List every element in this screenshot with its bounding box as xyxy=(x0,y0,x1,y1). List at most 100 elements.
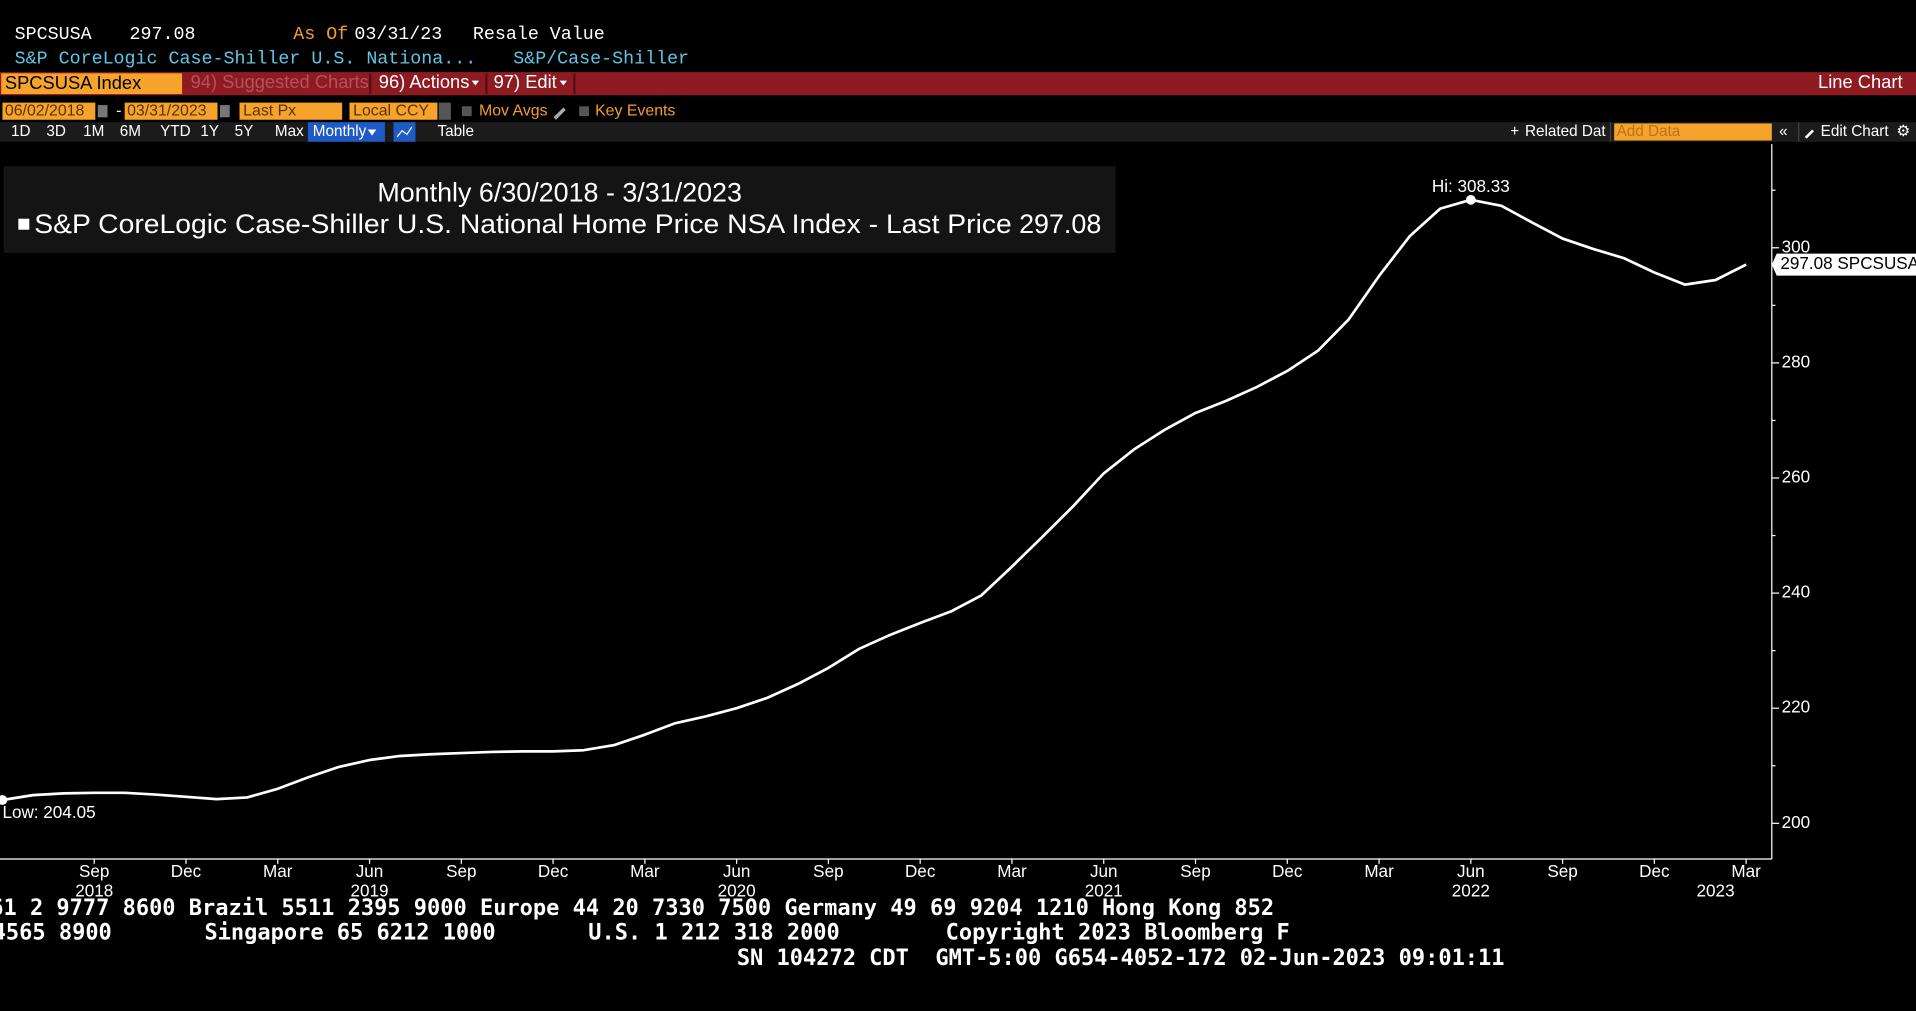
chart: Monthly 6/30/2018 - 3/31/2023 S&P CoreLo… xyxy=(0,144,1916,901)
end-date[interactable]: 03/31/2023 xyxy=(127,102,207,119)
x-tick-label: Mar xyxy=(1731,862,1761,881)
add-data-box[interactable] xyxy=(1614,123,1772,141)
footer-line: 61 2 9777 8600 Brazil 5511 2395 9000 Eur… xyxy=(0,896,1274,921)
start-date-box[interactable] xyxy=(2,102,96,120)
x-tick-label: Sep xyxy=(446,862,476,881)
y-tick-label: 240 xyxy=(1782,583,1811,602)
calendar-icon[interactable] xyxy=(219,105,230,118)
y-tick-label: 280 xyxy=(1782,352,1811,371)
settings[interactable]: ⚙ xyxy=(1896,123,1910,140)
edit-chart[interactable]: Edit Chart xyxy=(1821,123,1890,140)
x-tick-label: Mar xyxy=(263,862,293,881)
currency-dropdown[interactable] xyxy=(438,102,451,120)
period-button[interactable]: 1D xyxy=(11,123,31,140)
chart-title: Monthly 6/30/2018 - 3/31/2023 xyxy=(377,177,742,207)
dash: - xyxy=(116,102,121,119)
y-tick-label: 300 xyxy=(1782,237,1811,256)
add-data[interactable]: Add Data xyxy=(1617,123,1681,140)
x-tick-label: Dec xyxy=(1272,862,1303,881)
period-button[interactable]: 3D xyxy=(46,123,66,140)
period-button[interactable]: 1M xyxy=(83,123,104,140)
period-button[interactable]: 5Y xyxy=(235,123,254,140)
legend-box xyxy=(3,166,1116,253)
actions-menu[interactable]: 96) Actions xyxy=(379,71,470,92)
legend-entry: S&P CoreLogic Case-Shiller U.S. National… xyxy=(34,209,1012,239)
start-date[interactable]: 06/02/2018 xyxy=(5,102,85,119)
x-tick-label: Dec xyxy=(171,862,202,881)
mov-avgs[interactable]: Mov Avgs xyxy=(479,102,548,119)
security-name: S&P CoreLogic Case-Shiller U.S. Nationa.… xyxy=(15,48,477,69)
y-tick-label: 200 xyxy=(1782,813,1811,832)
x-tick-label: Jun xyxy=(1457,862,1485,881)
as-of-label: As Of xyxy=(293,24,348,45)
pencil-icon[interactable] xyxy=(553,107,566,120)
frequency-arrow xyxy=(367,129,377,136)
legend-swatch xyxy=(18,218,30,230)
high-marker xyxy=(1465,194,1476,205)
field-select[interactable]: Last Px xyxy=(243,102,296,119)
as-of-date: 03/31/23 xyxy=(354,24,442,45)
x-tick-label: Mar xyxy=(630,862,660,881)
collapse[interactable]: « xyxy=(1779,123,1788,140)
footer-line: 4565 8900 Singapore 65 6212 1000 U.S. 1 … xyxy=(0,921,1290,946)
x-tick-label: Sep xyxy=(79,862,109,881)
period-button[interactable]: Max xyxy=(275,123,304,140)
checkbox[interactable] xyxy=(461,106,472,117)
security-box[interactable] xyxy=(1,73,183,95)
field-name: Resale Value xyxy=(473,24,605,45)
related-data[interactable]: Related Dat xyxy=(1525,123,1606,140)
y-tick-label: 220 xyxy=(1782,698,1811,717)
frequency-button[interactable] xyxy=(307,122,385,142)
edit-menu[interactable]: 97) Edit xyxy=(494,71,557,92)
chart-icon xyxy=(396,126,413,138)
x-tick-label: Jun xyxy=(1090,862,1118,881)
y-tick-label: 260 xyxy=(1782,468,1811,487)
x-tick-label: Jun xyxy=(723,862,751,881)
menu-bar xyxy=(0,72,1916,96)
suggested-charts[interactable]: 94) Suggested Charts xyxy=(191,71,369,92)
checkbox[interactable] xyxy=(579,106,589,117)
calendar-icon[interactable] xyxy=(97,105,108,118)
x-tick-label: Dec xyxy=(538,862,569,881)
end-date-box[interactable] xyxy=(124,102,218,120)
edit-icon xyxy=(1804,129,1814,139)
separators xyxy=(1609,122,1800,142)
x-year-label: 2019 xyxy=(351,882,389,901)
x-tick-label: Sep xyxy=(1547,862,1577,881)
footer-line: SN 104272 CDT GMT-5:00 G654-4052-172 02-… xyxy=(737,946,1505,971)
source: S&P/Case-Shiller xyxy=(513,48,689,69)
x-tick-label: Dec xyxy=(905,862,936,881)
currency-select[interactable]: Local CCY xyxy=(353,102,429,119)
x-year-label: 2018 xyxy=(75,882,113,901)
period-button[interactable]: YTD xyxy=(160,123,191,140)
x-tick-label: Mar xyxy=(1364,862,1394,881)
x-year-label: 2021 xyxy=(1085,882,1123,901)
field-box[interactable] xyxy=(239,102,343,120)
x-year-label: 2023 xyxy=(1697,882,1735,901)
table-button[interactable]: Table xyxy=(437,123,474,140)
x-tick-label: Dec xyxy=(1639,862,1670,881)
x-tick-label: Sep xyxy=(1180,862,1210,881)
last-value-tag xyxy=(1771,253,1916,276)
security-input[interactable]: SPCSUSA Index xyxy=(5,72,141,93)
legend-value: 297.08 xyxy=(1019,209,1101,239)
low-marker xyxy=(0,795,8,805)
ticker: SPCSUSA xyxy=(15,24,92,45)
price: 297.08 xyxy=(130,24,196,45)
period-button[interactable]: 6M xyxy=(120,123,141,140)
period-bar xyxy=(0,122,1916,142)
series-line xyxy=(2,198,1747,802)
x-year-label: 2022 xyxy=(1452,882,1490,901)
period-button[interactable]: 1Y xyxy=(200,123,219,140)
key-events[interactable]: Key Events xyxy=(595,102,675,119)
x-tick-label: Jun xyxy=(356,862,384,881)
currency-box[interactable] xyxy=(349,102,438,120)
x-year-label: 2020 xyxy=(718,882,756,901)
frequency[interactable]: Monthly xyxy=(313,123,367,140)
toolbar: - xyxy=(2,102,589,120)
menu-separators xyxy=(369,73,576,95)
last-value-label: 297.08 SPCSUSA xyxy=(1780,254,1916,273)
related-data-plus: + xyxy=(1510,123,1519,140)
low-label: Low: 204.05 xyxy=(2,803,95,822)
